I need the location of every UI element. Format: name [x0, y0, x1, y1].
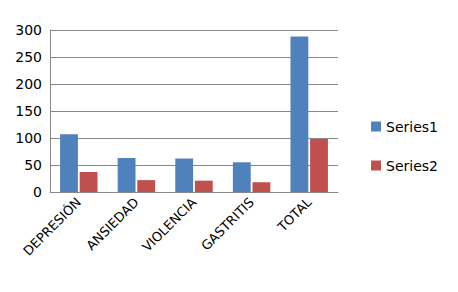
- svg-text:100: 100: [15, 130, 42, 146]
- svg-text:150: 150: [15, 103, 42, 119]
- svg-text:50: 50: [24, 157, 42, 173]
- svg-text:TOTAL: TOTAL: [274, 194, 315, 235]
- svg-text:Series1: Series1: [386, 119, 438, 135]
- svg-text:VIOLENCIA: VIOLENCIA: [139, 195, 199, 255]
- svg-text:300: 300: [15, 22, 42, 38]
- svg-text:Series2: Series2: [386, 158, 438, 174]
- svg-text:ANSIEDAD: ANSIEDAD: [83, 195, 141, 253]
- svg-text:200: 200: [15, 76, 42, 92]
- svg-text:DEPRESIÓN: DEPRESIÓN: [20, 195, 84, 259]
- svg-text:0: 0: [33, 184, 42, 200]
- svg-text:GASTRITIS: GASTRITIS: [198, 195, 257, 254]
- svg-text:250: 250: [15, 49, 42, 65]
